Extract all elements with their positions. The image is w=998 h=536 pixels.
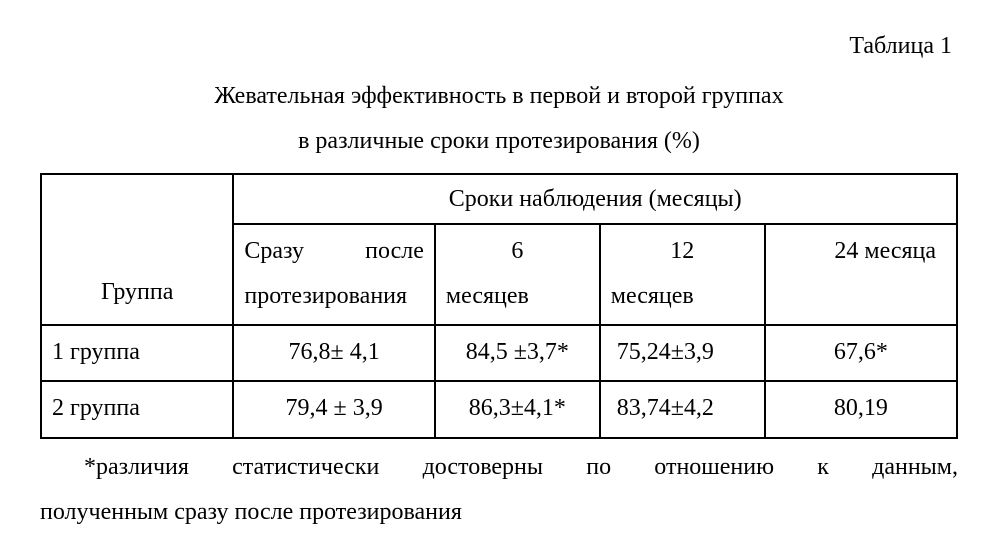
cell-value: 76,8± 4,1 [233, 325, 435, 381]
table-row: 1 группа 76,8± 4,1 84,5 ±3,7* 75,24±3,9 … [41, 325, 957, 381]
cell-value: 79,4 ± 3,9 [233, 381, 435, 437]
cell-value: 84,5 ±3,7* [435, 325, 600, 381]
header-col-1-line1: 6 [446, 229, 589, 273]
header-col-1: 6 месяцев [435, 224, 600, 325]
cell-value: 86,3±4,1* [435, 381, 600, 437]
footnote-line-2: полученным сразу после протезирования [40, 490, 958, 536]
footnote-line-1: *различия статистически достоверны по от… [40, 445, 958, 491]
header-col-1-line2: месяцев [446, 283, 529, 309]
header-col-3: 24 месяца [765, 224, 957, 325]
footnote: *различия статистически достоверны по от… [40, 445, 958, 536]
header-col-0-line2: протезирования [244, 283, 407, 309]
caption-line-1: Жевательная эффективность в первой и вто… [89, 74, 909, 120]
table-header-row-1: Группа Сроки наблюдения (месяцы) [41, 174, 957, 224]
cell-group: 1 группа [41, 325, 233, 381]
data-table: Группа Сроки наблюдения (месяцы) Сразу п… [40, 173, 958, 439]
header-col-2-line1: 12 [611, 229, 754, 273]
cell-group: 2 группа [41, 381, 233, 437]
table-row: 2 группа 79,4 ± 3,9 86,3±4,1* 83,74±4,2 … [41, 381, 957, 437]
table-number-label: Таблица 1 [40, 24, 952, 70]
header-col-2: 12 месяцев [600, 224, 765, 325]
header-group: Группа [41, 174, 233, 325]
cell-value: 67,6* [765, 325, 957, 381]
header-observation-span: Сроки наблюдения (месяцы) [233, 174, 957, 224]
table-caption: Жевательная эффективность в первой и вто… [89, 74, 909, 165]
cell-value: 75,24±3,9 [600, 325, 765, 381]
cell-value: 80,19 [765, 381, 957, 437]
cell-value: 83,74±4,2 [600, 381, 765, 437]
header-col-0: Сразу после протезирования [233, 224, 435, 325]
header-col-2-line2: месяцев [611, 283, 694, 309]
header-col-0-line1: Сразу после [244, 238, 424, 264]
caption-line-2: в различные сроки протезирования (%) [89, 119, 909, 165]
